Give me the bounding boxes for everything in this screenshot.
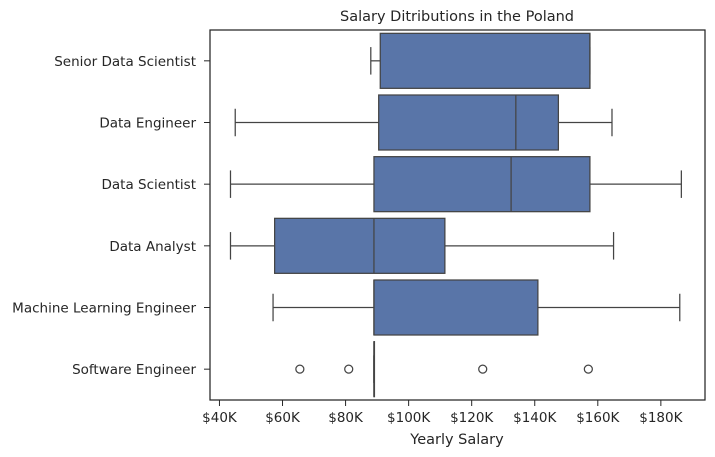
box-iqr xyxy=(380,33,590,88)
box-group xyxy=(230,157,681,212)
outlier-point xyxy=(345,365,353,373)
x-tick-label: $160K xyxy=(576,410,620,426)
y-tick-label: Data Analyst xyxy=(109,239,196,255)
y-tick-label: Machine Learning Engineer xyxy=(12,301,196,317)
outlier-point xyxy=(296,365,304,373)
x-tick-label: $60K xyxy=(265,410,301,426)
box-iqr xyxy=(374,157,590,212)
box-group xyxy=(371,33,590,88)
y-tick-label: Data Scientist xyxy=(102,177,197,193)
y-tick-label: Senior Data Scientist xyxy=(54,54,196,70)
box-group xyxy=(296,342,592,397)
x-tick-label: $40K xyxy=(202,410,238,426)
y-tick-label: Data Engineer xyxy=(99,116,196,132)
box-iqr xyxy=(379,95,559,150)
box-group xyxy=(235,95,612,150)
x-tick-label: $120K xyxy=(450,410,494,426)
y-tick-label: Software Engineer xyxy=(72,362,196,378)
chart-title: Salary Ditributions in the Poland xyxy=(340,9,574,25)
outlier-point xyxy=(479,365,487,373)
box-iqr xyxy=(374,280,538,335)
box-group xyxy=(273,280,680,335)
x-tick-label: $100K xyxy=(387,410,431,426)
box-group xyxy=(230,218,613,273)
plot-layer: $40K $60K $80K $100K $120K $140K $160K $180K Sen… xyxy=(12,30,705,426)
box-iqr xyxy=(275,218,445,273)
x-tick-label: $80K xyxy=(328,410,364,426)
x-axis-label: Yearly Salary xyxy=(409,432,504,448)
x-tick-label: $180K xyxy=(639,410,683,426)
x-tick-label: $140K xyxy=(513,410,557,426)
outlier-point xyxy=(584,365,592,373)
